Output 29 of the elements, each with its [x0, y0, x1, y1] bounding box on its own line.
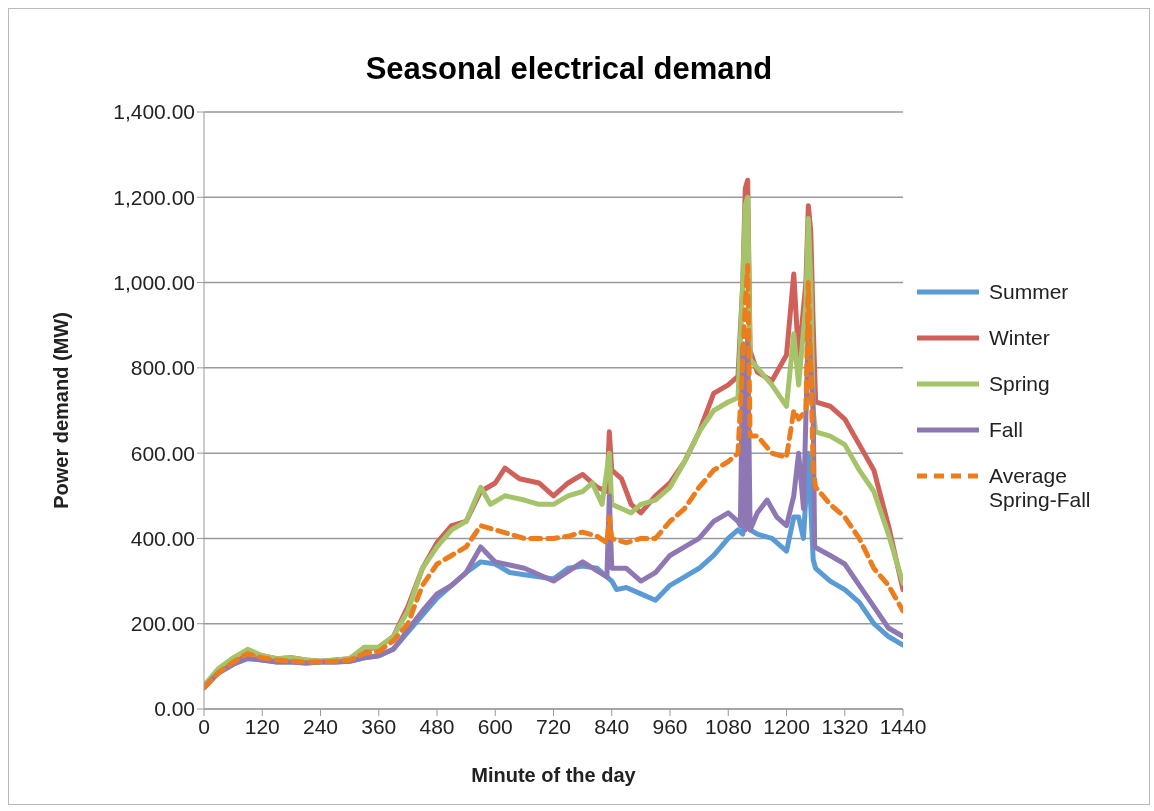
y-tick-label: 0.00	[154, 697, 195, 721]
legend-label: Summer	[989, 279, 1069, 304]
y-tick-label: 200.00	[130, 612, 195, 636]
y-tick-label: 1,200.00	[113, 185, 195, 209]
x-tick-label: 1080	[704, 715, 752, 738]
x-tick-label: 360	[361, 715, 397, 738]
legend-label: Winter	[989, 325, 1050, 350]
x-tick-label: 120	[244, 715, 280, 738]
x-tick-label: 240	[302, 715, 339, 738]
x-tick-label: 1440	[879, 715, 927, 738]
x-tick-label: 480	[419, 715, 455, 738]
chart-title: Seasonal electrical demand	[364, 51, 774, 87]
y-tick-label: 600.00	[130, 441, 195, 465]
y-tick-label: 1,400.00	[113, 100, 195, 124]
y-tick-label: 1,000.00	[113, 271, 195, 295]
x-axis-title: Minute of the day	[471, 764, 637, 786]
x-tick-label: 0	[198, 715, 210, 738]
y-tick-label: 800.00	[130, 356, 195, 380]
x-tick-label: 1320	[821, 715, 869, 738]
legend-label: Spring	[989, 371, 1050, 396]
x-tick-label: 840	[594, 715, 630, 738]
y-axis-title: Power demand (MW)	[50, 312, 73, 509]
legend-label: Fall	[989, 417, 1023, 442]
legend-label: Average Spring-Fall	[989, 463, 1092, 512]
x-tick-label: 600	[477, 715, 513, 738]
y-tick-label: 400.00	[130, 526, 195, 550]
x-tick-label: 960	[652, 715, 688, 738]
x-tick-label: 720	[535, 715, 572, 738]
x-tick-label: 1200	[763, 715, 810, 738]
